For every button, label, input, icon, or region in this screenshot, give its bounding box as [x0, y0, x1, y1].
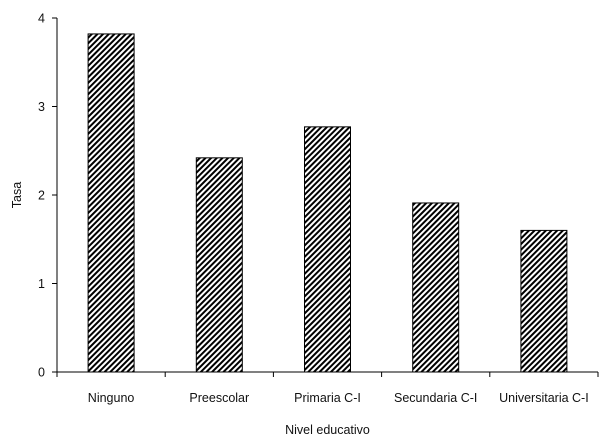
x-tick-label: Primaria C-I	[294, 391, 361, 405]
y-tick-label: 0	[38, 366, 45, 380]
x-axis-title: Nivel educativo	[285, 423, 370, 437]
y-tick-label: 3	[38, 100, 45, 114]
bar-universitaria-c-i	[520, 229, 568, 373]
bar-secundaria-c-i	[412, 202, 460, 373]
x-tick-label: Secundaria C-I	[394, 391, 477, 405]
y-tick-label: 2	[38, 189, 45, 203]
y-axis-ticks: 0 1 2 3 4	[38, 12, 57, 380]
bars	[87, 33, 568, 373]
y-axis-title: Tasa	[10, 182, 24, 208]
y-tick-label: 1	[38, 277, 45, 291]
bar-preescolar	[195, 157, 243, 373]
bar-ninguno	[87, 33, 135, 373]
y-tick-label: 4	[38, 12, 45, 26]
plot-area: 0 1 2 3 4 Ninguno Preescolar Primaria C-I Secun…	[38, 12, 599, 405]
x-tick-label: Universitaria C-I	[499, 391, 589, 405]
x-tick-label: Preescolar	[189, 391, 249, 405]
x-tick-label: Ninguno	[88, 391, 135, 405]
bar-primaria-c-i	[304, 126, 351, 373]
x-axis-ticks: Ninguno Preescolar Primaria C-I Secundaria …	[56, 372, 599, 405]
